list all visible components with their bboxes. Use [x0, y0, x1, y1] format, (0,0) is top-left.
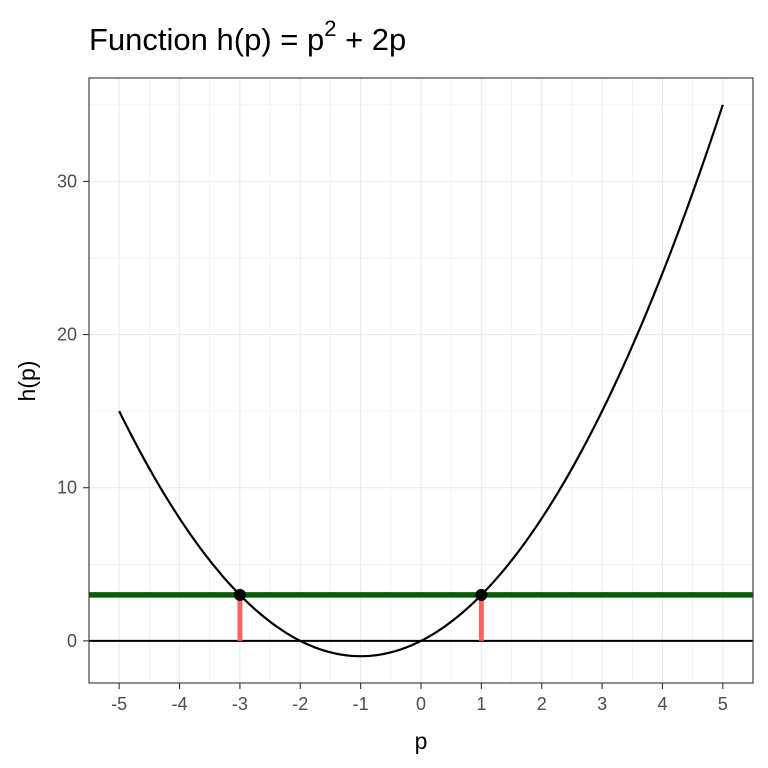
x-tick-label: 2: [537, 694, 547, 714]
y-axis-title: h(p): [14, 361, 40, 402]
vertical-segments: [237, 594, 484, 641]
intersection-point: [233, 588, 246, 601]
function-curve: [118, 104, 724, 658]
chart-title-suffix: + 2p: [336, 22, 406, 57]
x-tick-label: -4: [172, 694, 188, 714]
x-tick-label: 5: [718, 694, 728, 714]
x-axis-ticks: -5 -4 -3 -2 -1 0 1 2 3 4 5: [111, 683, 728, 714]
x-tick-label: -3: [232, 694, 248, 714]
x-tick-label: 0: [416, 694, 426, 714]
x-tick-label: 1: [476, 694, 486, 714]
x-tick-label: -2: [292, 694, 308, 714]
x-axis-title: p: [415, 728, 428, 754]
x-tick-label: 4: [657, 694, 667, 714]
x-tick-label: -1: [353, 694, 369, 714]
y-tick-label: 0: [67, 631, 77, 651]
y-tick-label: 30: [57, 171, 77, 191]
x-tick-label: -5: [111, 694, 127, 714]
x-tick-label: 3: [597, 694, 607, 714]
intersection-points: [233, 588, 488, 601]
y-axis-ticks: 0 10 20 30: [57, 171, 89, 651]
chart-title-prefix: Function h(p) = p: [89, 22, 324, 57]
chart-title: Function h(p) = p2 + 2p: [89, 16, 406, 57]
y-tick-label: 20: [57, 325, 77, 345]
chart-title-exponent: 2: [324, 16, 336, 41]
y-tick-label: 10: [57, 478, 77, 498]
intersection-point: [475, 588, 488, 601]
